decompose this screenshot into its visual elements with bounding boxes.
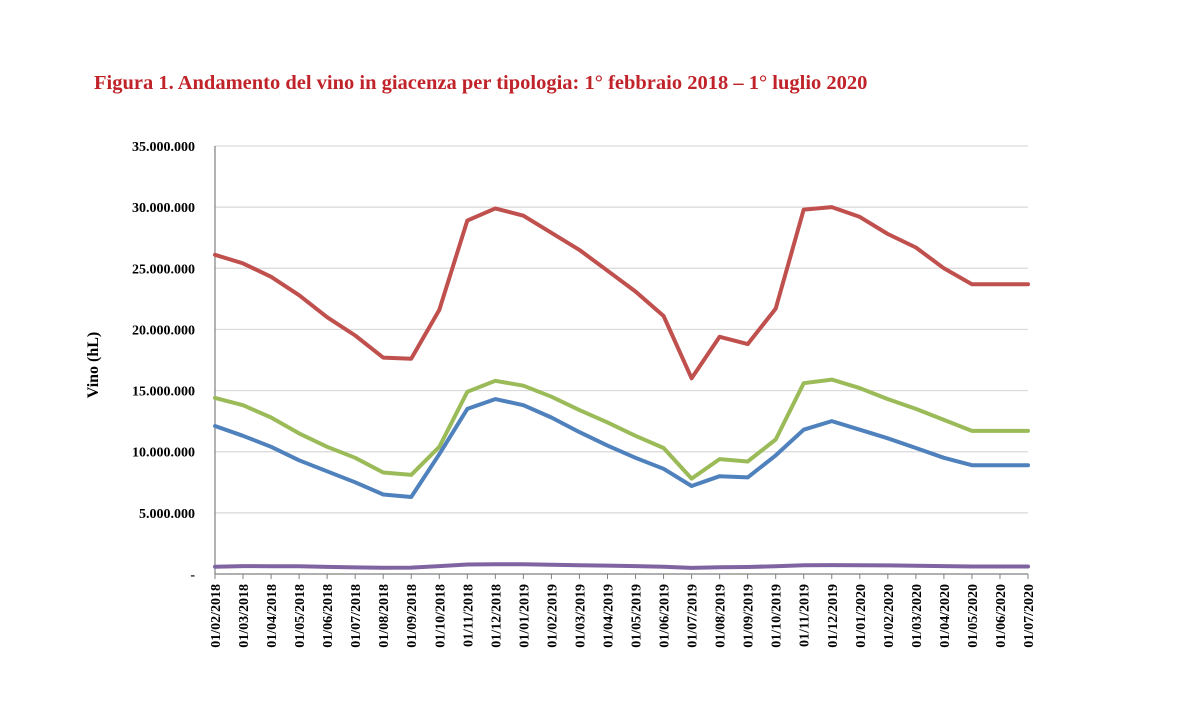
series-line-3 <box>213 397 1030 499</box>
y-tick-label: 25.000.000 <box>132 262 195 277</box>
x-tick-label: 01/10/2018 <box>433 584 448 648</box>
x-tick-label: 01/02/2019 <box>545 584 560 648</box>
x-tick-label: 01/09/2018 <box>405 584 420 648</box>
x-tick-label: 01/03/2018 <box>237 584 252 648</box>
y-axis-title: Vino (hL) <box>85 332 102 399</box>
series-line-1 <box>213 205 1030 381</box>
series-line-2 <box>213 377 1030 481</box>
x-tick-label: 01/05/2020 <box>966 584 981 648</box>
axes <box>214 146 1029 579</box>
x-tick-label: 01/06/2020 <box>994 584 1009 648</box>
x-tick-label: 01/12/2019 <box>826 584 841 648</box>
y-tick-label: 20.000.000 <box>132 323 195 338</box>
x-tick-label: 01/02/2020 <box>882 584 897 648</box>
y-tick-label: 5.000.000 <box>139 507 195 522</box>
x-tick-label: 01/12/2018 <box>489 584 504 648</box>
x-tick-label: 01/05/2018 <box>293 584 308 648</box>
x-tick-label: 01/04/2018 <box>265 584 280 648</box>
gridlines <box>215 145 1028 514</box>
x-tick-label: 01/04/2020 <box>938 584 953 648</box>
figure-title: Figura 1. Andamento del vino in giacenza… <box>94 72 868 94</box>
x-tick-label: 01/08/2018 <box>377 584 392 648</box>
x-tick-label: 01/08/2019 <box>714 584 729 648</box>
x-tick-label: 01/06/2019 <box>658 584 673 648</box>
x-tick-label: 01/09/2019 <box>742 584 757 648</box>
series-line-4 <box>213 562 1030 570</box>
x-tick-labels: 01/02/2018 01/03/2018 01/04/2018 01/05/2018… <box>209 584 1037 648</box>
x-tick-label: 01/11/2019 <box>798 584 813 647</box>
x-tick-label: 01/05/2019 <box>630 584 645 648</box>
y-tick-label: 10.000.000 <box>132 446 195 461</box>
x-tick-label: 01/11/2018 <box>461 584 476 647</box>
y-tick-label: 30.000.000 <box>132 201 195 216</box>
series-lines <box>213 205 1030 570</box>
x-tick-label: 01/01/2019 <box>517 584 532 648</box>
x-tick-label: 01/07/2018 <box>349 584 364 648</box>
y-tick-labels: - 5.000.000 10.000.000 15.000.000 20.000.000… <box>132 140 195 583</box>
x-tick-label: 01/07/2019 <box>686 584 701 648</box>
y-tick-label: 15.000.000 <box>132 385 195 400</box>
x-tick-label: 01/02/2018 <box>209 584 224 648</box>
x-tick-label: 01/04/2019 <box>601 584 616 648</box>
x-tick-label: 01/03/2019 <box>573 584 588 648</box>
x-tick-label: 01/07/2020 <box>1022 584 1037 648</box>
x-tick-label: 01/01/2020 <box>854 584 869 648</box>
y-tick-label: 35.000.000 <box>132 140 195 155</box>
x-tick-label: 01/10/2019 <box>770 584 785 648</box>
x-tick-label: 01/03/2020 <box>910 584 925 648</box>
y-tick-label: - <box>190 568 195 583</box>
x-tick-label: 01/06/2018 <box>321 584 336 648</box>
